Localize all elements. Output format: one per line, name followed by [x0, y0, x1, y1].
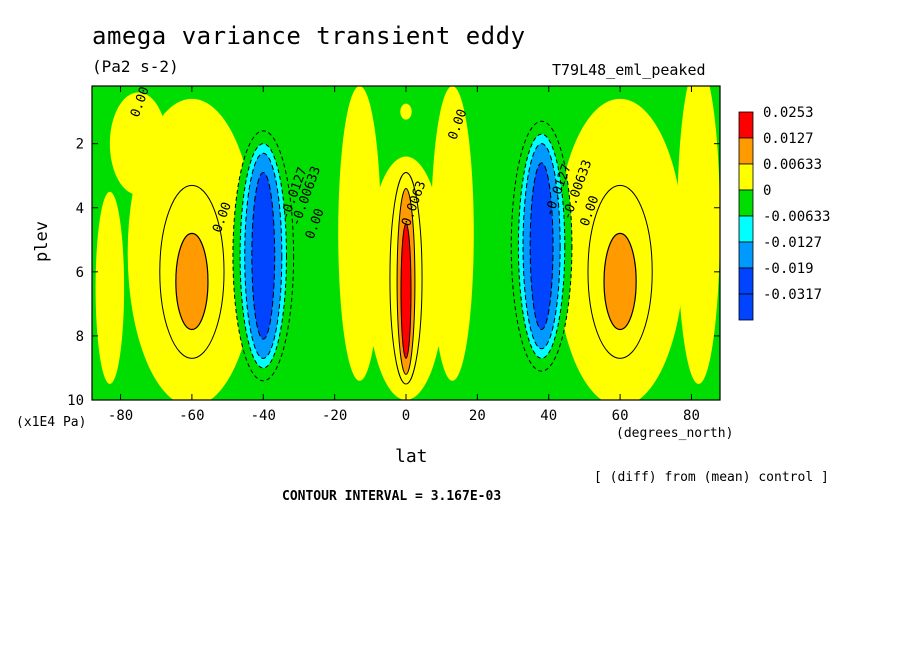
legend-swatch — [738, 111, 754, 139]
legend-label: 0 — [763, 183, 771, 199]
x-tick-label: -20 — [322, 408, 347, 424]
band-north-edge — [677, 86, 720, 384]
y-tick-label: 6 — [76, 265, 84, 281]
equator-contour-2 — [400, 223, 412, 359]
legend-swatch — [738, 137, 754, 165]
legend-swatch — [738, 189, 754, 217]
y-tick-label: 10 — [67, 393, 84, 409]
band-south-upper — [109, 92, 167, 195]
y-tick-label: 2 — [76, 137, 84, 153]
midlat-contour — [159, 184, 225, 359]
negative-cell-0-3 — [251, 172, 276, 340]
x-tick-label: 0 — [402, 408, 410, 424]
x-tick-label: 80 — [683, 408, 700, 424]
y-tick-label: 4 — [76, 201, 84, 217]
legend-swatch — [738, 163, 754, 191]
legend-swatch — [738, 293, 754, 321]
legend-label: -0.0127 — [763, 235, 822, 251]
x-tick-label: -80 — [108, 408, 133, 424]
contour-interval: CONTOUR INTERVAL = 3.167E-03 — [282, 489, 502, 504]
chart-units: (Pa2 s-2) — [92, 57, 179, 76]
x-tick-label: 40 — [540, 408, 557, 424]
midlat-max — [175, 232, 209, 331]
legend-swatch — [738, 215, 754, 243]
y-axis-units: (x1E4 Pa) — [16, 415, 87, 430]
chart-title: amega variance transient eddy — [92, 22, 526, 50]
axis-ticks: -80 -60 -40 -20 0 20 40 60 80 2 4 6 8 10 — [67, 86, 720, 424]
x-tick-label: -60 — [179, 408, 204, 424]
diff-note: [ (diff) from (mean) control ] — [594, 470, 829, 485]
color-legend: 0.0253 0.0127 0.00633 0 -0.00633 -0.0127 -0.01… — [738, 105, 830, 321]
x-tick-label: 20 — [469, 408, 486, 424]
y-tick-label: 8 — [76, 329, 84, 345]
band-top-equator — [400, 103, 412, 120]
run-label: T79L48_eml_peaked — [552, 61, 706, 79]
band-south-edge — [95, 191, 125, 384]
legend-label: -0.00633 — [763, 209, 830, 225]
midlat-max — [603, 232, 637, 331]
legend-swatch — [738, 267, 754, 295]
legend-label: 0.0127 — [763, 131, 814, 147]
x-tick-label: -40 — [251, 408, 276, 424]
legend-swatch — [738, 241, 754, 269]
legend-label: 0.00633 — [763, 157, 822, 173]
legend-label: -0.0317 — [763, 287, 822, 303]
legend-label: -0.019 — [763, 261, 814, 277]
x-axis-units: (degrees_north) — [616, 426, 734, 441]
legend-label: 0.0253 — [763, 105, 814, 121]
x-axis-label: lat — [395, 446, 428, 467]
midlat-contour — [587, 184, 653, 359]
negative-cell-1-3 — [529, 162, 554, 331]
x-tick-label: 60 — [612, 408, 629, 424]
